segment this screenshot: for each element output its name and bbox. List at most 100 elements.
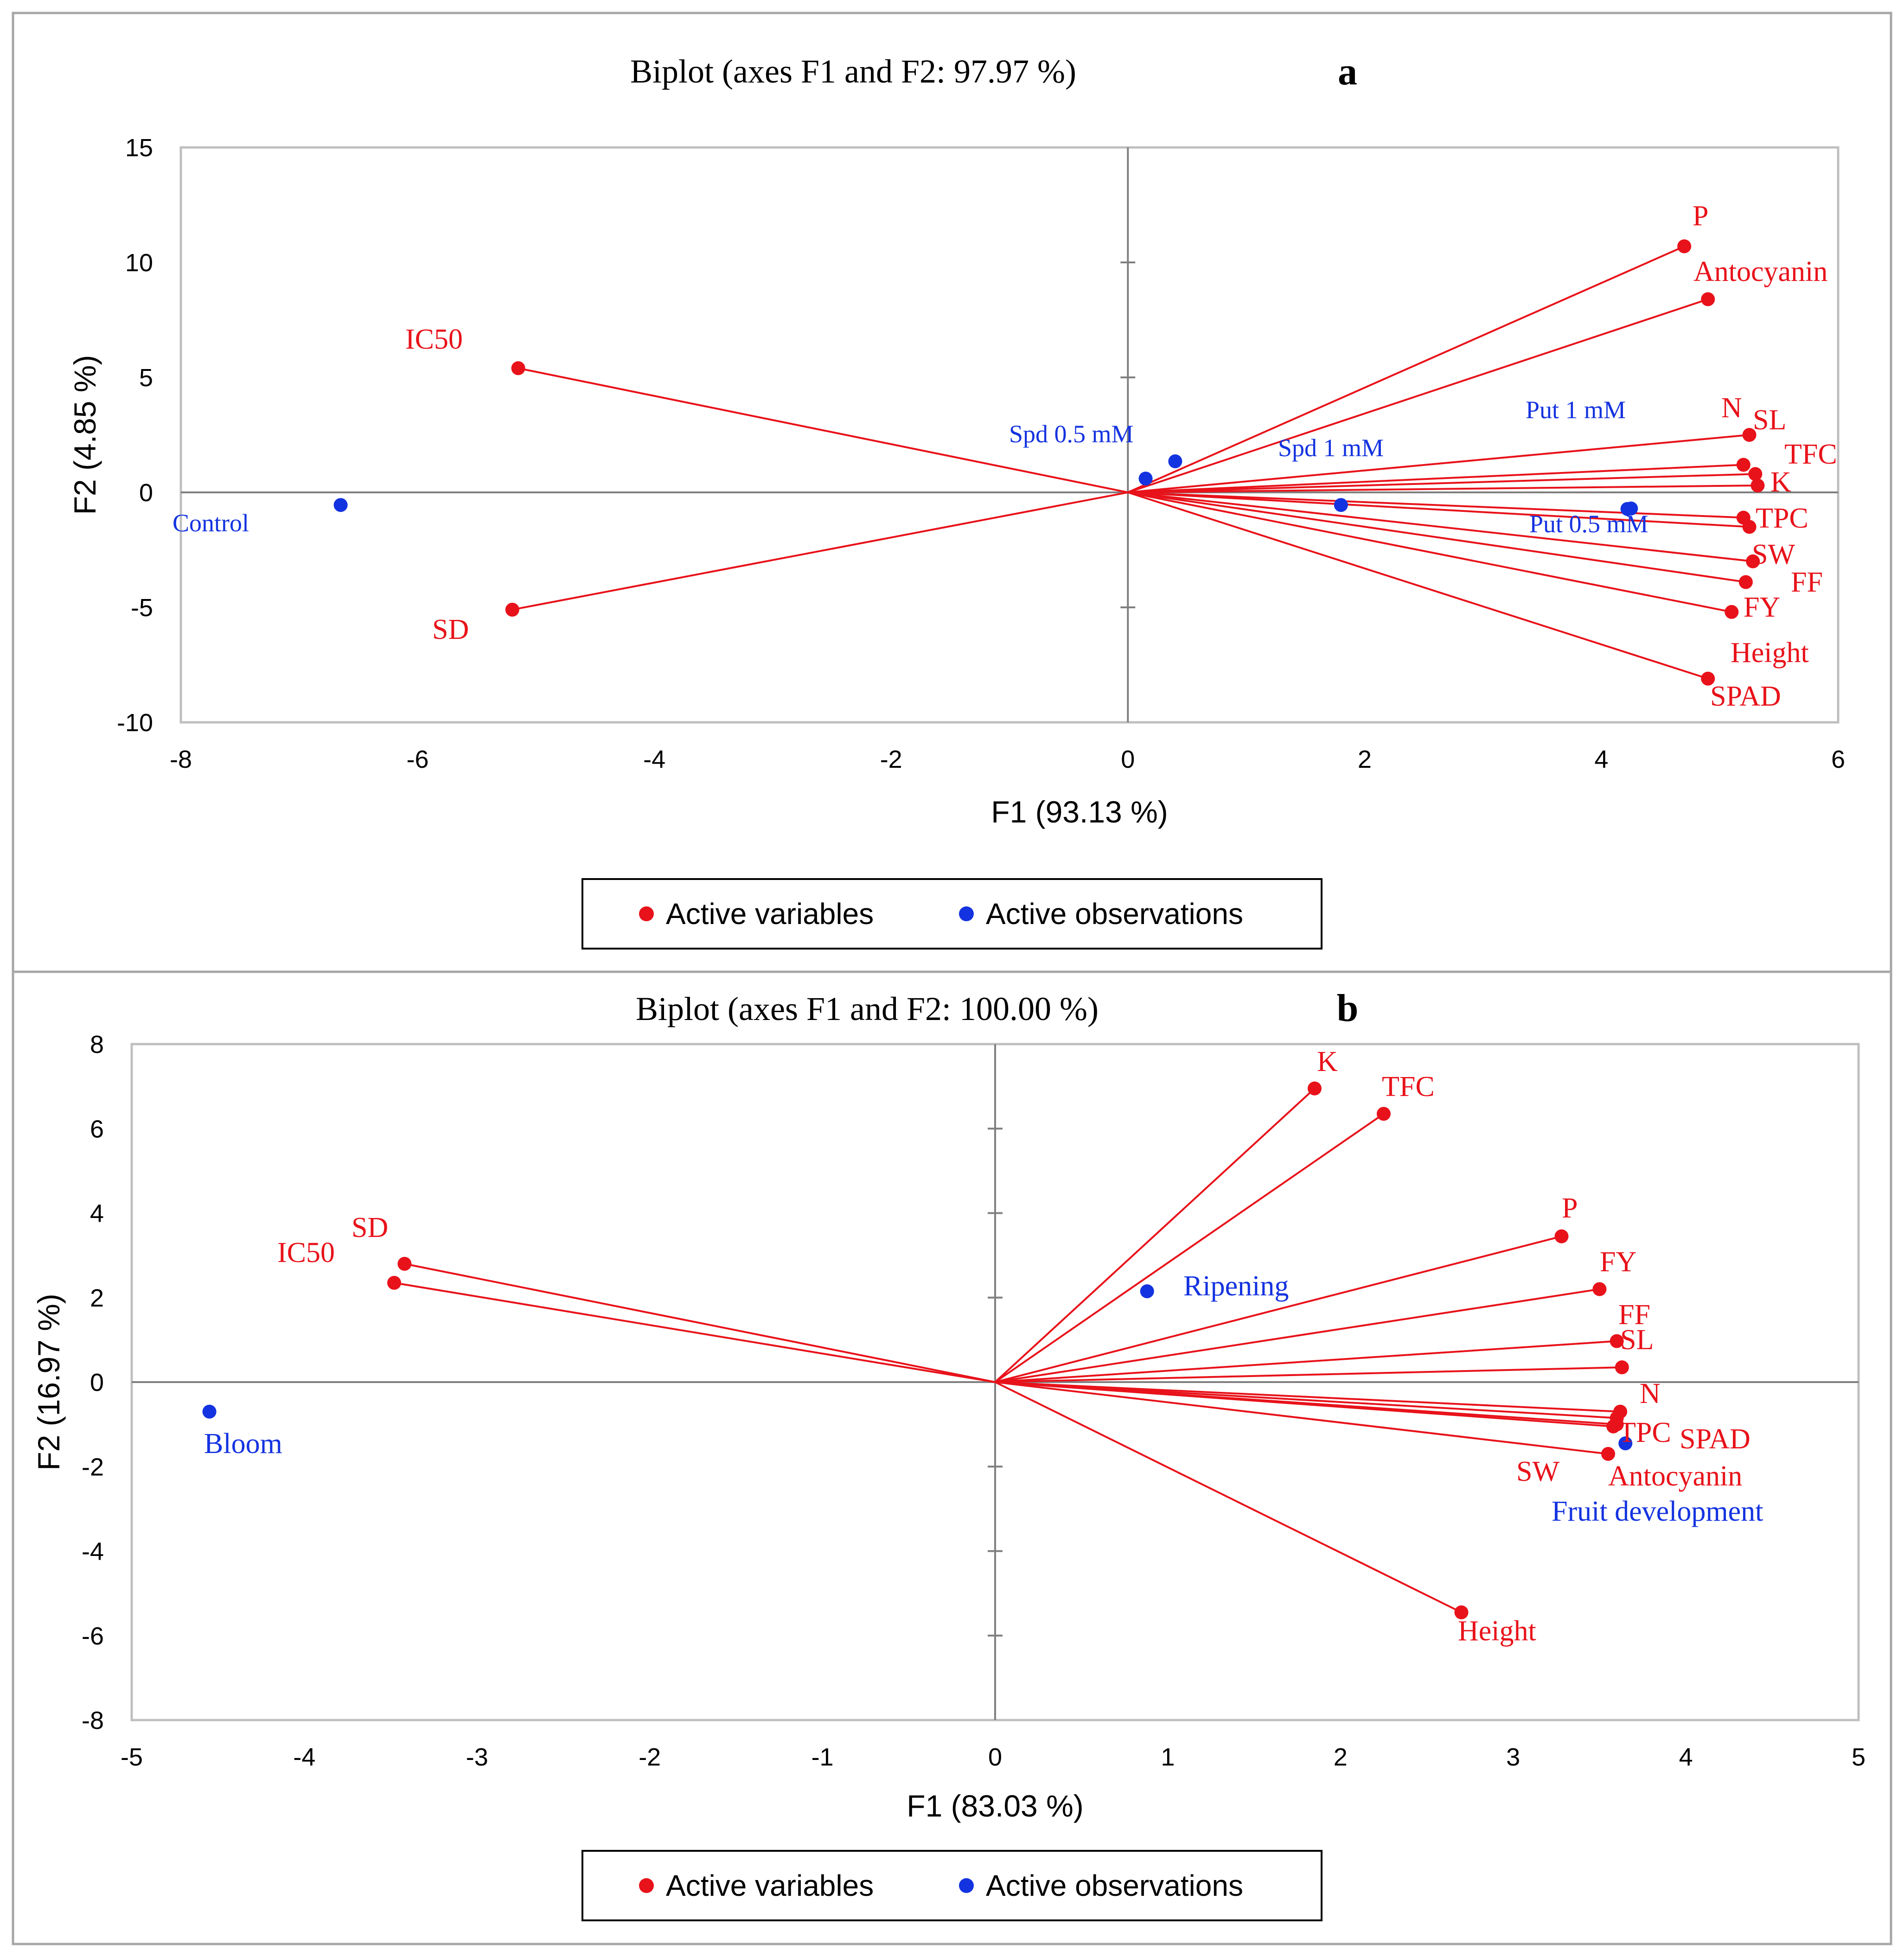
point-a-variable-Antocyanin: [1701, 292, 1715, 306]
label-b-FF: FF: [1618, 1299, 1650, 1331]
panel-b-y-tick-label: 6: [90, 1115, 104, 1143]
panel-a-x-tick-label: -8: [170, 746, 192, 773]
vector-b-TFC: [994, 1113, 1385, 1383]
panel-a: Biplot (axes F1 and F2: 97.97 %) a -8 -6-…: [12, 12, 1892, 973]
label-b-N: N: [1640, 1378, 1661, 1409]
vector-b-FY: [995, 1288, 1600, 1383]
panel-b-y-tick-label: 4: [90, 1200, 104, 1228]
panel-b-x-tick-label: -5: [121, 1743, 143, 1771]
vector-a-FY: [1127, 491, 1746, 583]
legend-a-observations-label: Active observations: [986, 897, 1243, 931]
point-a-variable-SW: [1742, 520, 1757, 534]
vector-a-TFC: [1128, 473, 1756, 493]
point-a-observation-Put-0.5-mM: [1620, 502, 1635, 516]
panel-b-y-tick-label: 0: [90, 1369, 104, 1396]
panel-a-points: [333, 239, 1765, 686]
vector-b-SW: [995, 1381, 1609, 1455]
panel-b-frame: [12, 970, 1892, 1945]
panel-b-legend: Active variables Active observations: [581, 1850, 1323, 1921]
panel-a-y-tick-label: 0: [139, 479, 153, 507]
panel-b-y-ticks: -8 -6 -4 -2 0 2 4 6 8: [82, 1031, 104, 1734]
panel-b-x-tick-label: 4: [1679, 1743, 1693, 1771]
point-a-variable-K: [1751, 478, 1765, 493]
legend-b-observations-label: Active observations: [986, 1869, 1243, 1902]
point-b-variable-FF: [1610, 1334, 1624, 1348]
vector-b-N: [995, 1381, 1621, 1413]
point-b-variable-IC50: [387, 1275, 402, 1290]
panel-b-y-tick-label: -8: [82, 1707, 104, 1734]
vector-b-P: [995, 1235, 1562, 1383]
panel-a-x-ticks: -8 -6 -4 -2 0 2 4 6: [170, 746, 1845, 773]
panel-a-legend-box: [581, 878, 1323, 950]
vector-b-SD: [404, 1262, 996, 1383]
vector-a-SD: [512, 491, 1128, 611]
point-b-variable-K: [1307, 1081, 1322, 1096]
label-a-Height: Height: [1731, 637, 1809, 669]
panel-a-x-tick-label: -4: [643, 746, 665, 773]
point-a-observation-Spd-1-mM: [1334, 498, 1348, 512]
point-a-variable-TFC: [1748, 467, 1763, 481]
legend-b-variables-marker: [639, 1878, 654, 1893]
point-a-observation-Spd-0.5-mM: [1138, 472, 1153, 486]
panel-a-y-axis-label: F2 (4.85 %): [68, 355, 102, 515]
point-a-variable-N: [1742, 428, 1757, 442]
vector-a-Antocyanin: [1127, 298, 1708, 493]
panel-a-x-tick-label: 4: [1594, 746, 1608, 773]
point-b-variable-Antocyanin: [1610, 1417, 1624, 1432]
label-a-K: K: [1770, 466, 1791, 498]
point-a-variable-FF: [1746, 554, 1760, 568]
panel-a-x-tick-label: 6: [1831, 746, 1845, 773]
legend-b-variables-label: Active variables: [666, 1869, 874, 1902]
vector-b-Height: [995, 1381, 1462, 1613]
panel-a-x-axis-label: F1 (93.13 %): [991, 795, 1168, 829]
point-b-variable-SD: [397, 1256, 412, 1271]
label-b-Height: Height: [1458, 1615, 1536, 1647]
label-b-Antocyanin: Antocyanin: [1608, 1460, 1742, 1492]
vector-a-FF: [1128, 491, 1753, 562]
panel-b-x-tick-label: 2: [1334, 1743, 1348, 1771]
label-b-TFC: TFC: [1382, 1071, 1435, 1103]
point-b-observation-Fruit-development: [1618, 1436, 1633, 1451]
panel-b: Biplot (axes F1 and F2: 100.00 %) b -5 -4…: [12, 970, 1892, 1945]
label-a-TPC: TPC: [1756, 503, 1808, 534]
label-a-Control: Control: [173, 509, 249, 537]
point-b-variable-Height: [1454, 1605, 1469, 1619]
panel-a-plot-area: [179, 146, 1840, 724]
vector-b-SL: [995, 1366, 1622, 1383]
panel-b-title: Biplot (axes F1 and F2: 100.00 %): [636, 990, 1099, 1027]
panel-b-x-tick-label: -4: [293, 1743, 315, 1771]
panel-b-legend-box: [581, 1850, 1323, 1921]
panel-b-y-tick-label: -4: [82, 1538, 104, 1566]
panel-a-letter: a: [1338, 50, 1357, 93]
label-b-Ripening: Ripening: [1183, 1270, 1289, 1302]
panel-a-legend: Active variables Active observations: [581, 878, 1323, 950]
point-a-variable-P: [1677, 239, 1692, 254]
point-a-observation-Spd-0.5-mM-(2): [1168, 454, 1182, 469]
label-a-N: N: [1721, 392, 1742, 424]
label-a-Put-0.5-mM: Put 0.5 mM: [1529, 510, 1648, 538]
panel-a-x-tick-label: 0: [1121, 746, 1135, 773]
panel-b-x-tick-label: -2: [639, 1743, 661, 1771]
vector-b-K: [994, 1088, 1316, 1383]
point-a-variable-SD: [505, 602, 519, 617]
panel-b-y-tick-label: -2: [82, 1453, 104, 1481]
panel-b-x-tick-label: -1: [811, 1743, 834, 1771]
vector-a-TPC: [1128, 491, 1744, 519]
label-a-SD: SD: [432, 614, 469, 645]
label-a-Spd-1-mM: Spd 1 mM: [1278, 434, 1384, 462]
point-b-variable-FY: [1592, 1282, 1607, 1296]
panel-b-y-axis-label: F2 (16.97 %): [32, 1294, 66, 1471]
panel-a-y-tick-label: 5: [139, 364, 153, 392]
panel-a-axes: [181, 147, 1838, 722]
label-b-TPC: TPC: [1618, 1417, 1671, 1448]
vector-a-SL: [1128, 464, 1744, 493]
vector-a-SW: [1128, 491, 1750, 528]
vector-b-IC50: [394, 1281, 996, 1383]
label-a-SPAD: SPAD: [1710, 681, 1781, 712]
panel-b-y-tick-label: 8: [90, 1031, 104, 1058]
label-b-SW: SW: [1516, 1456, 1559, 1487]
panel-a-x-tick-label: -6: [407, 746, 429, 773]
label-b-SD: SD: [351, 1212, 388, 1243]
